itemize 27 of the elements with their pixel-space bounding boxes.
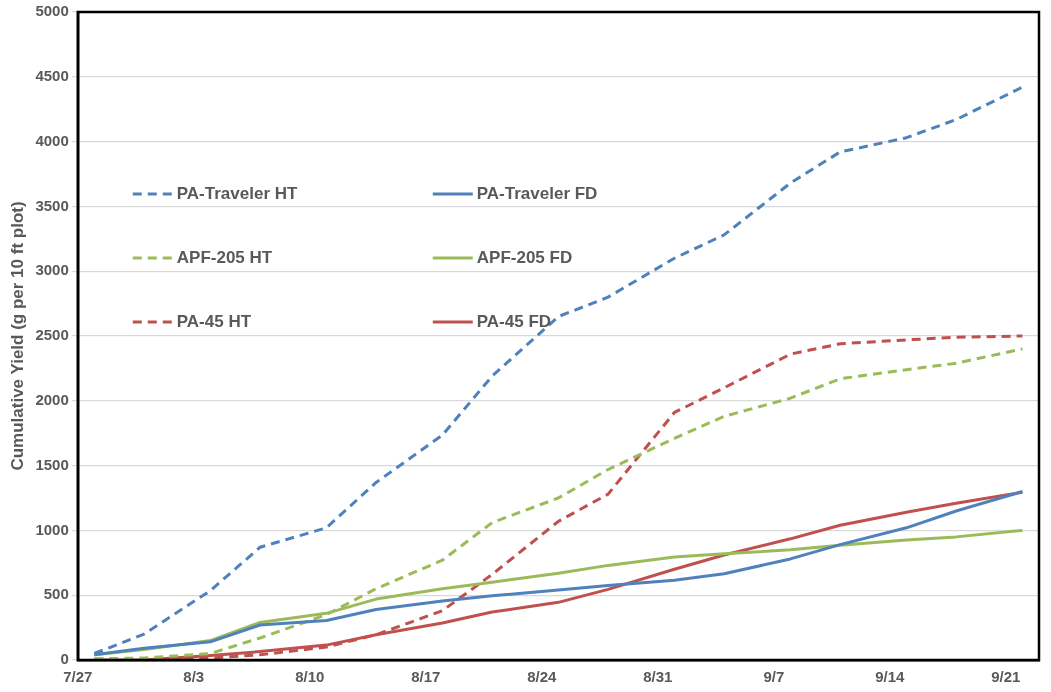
legend-label: APF-205 FD — [476, 247, 573, 267]
y-tick-label: 1000 — [35, 520, 69, 538]
x-tick-label: 9/21 — [991, 668, 1021, 686]
y-tick-label: 500 — [43, 585, 69, 603]
y-tick-label: 4500 — [35, 66, 69, 84]
x-tick-label: 9/7 — [763, 668, 785, 686]
legend-label: PA-45 FD — [476, 311, 552, 331]
y-tick-label: 3500 — [35, 196, 69, 214]
y-tick-label: 5000 — [35, 2, 69, 20]
x-tick-label: 8/31 — [643, 668, 673, 686]
y-tick-label: 4000 — [35, 131, 69, 149]
y-tick-label: 2000 — [35, 390, 69, 408]
y-axis-title: Cumulative Yield (g per 10 ft plot) — [7, 201, 27, 471]
x-tick-label: 9/14 — [875, 668, 906, 686]
legend-label: APF-205 HT — [176, 247, 273, 267]
legend-label: PA-45 HT — [176, 311, 252, 331]
y-tick-label: 1500 — [35, 455, 69, 473]
x-tick-label: 8/3 — [183, 668, 205, 686]
x-tick-label: 8/24 — [527, 668, 558, 686]
x-tick-label: 8/10 — [295, 668, 325, 686]
y-tick-label: 3000 — [35, 261, 69, 279]
legend-label: PA-Traveler HT — [176, 183, 298, 203]
y-tick-label: 0 — [60, 650, 69, 668]
x-tick-label: 8/17 — [411, 668, 441, 686]
x-tick-label: 7/27 — [63, 668, 93, 686]
y-tick-label: 2500 — [35, 326, 69, 344]
legend-label: PA-Traveler FD — [476, 183, 598, 203]
